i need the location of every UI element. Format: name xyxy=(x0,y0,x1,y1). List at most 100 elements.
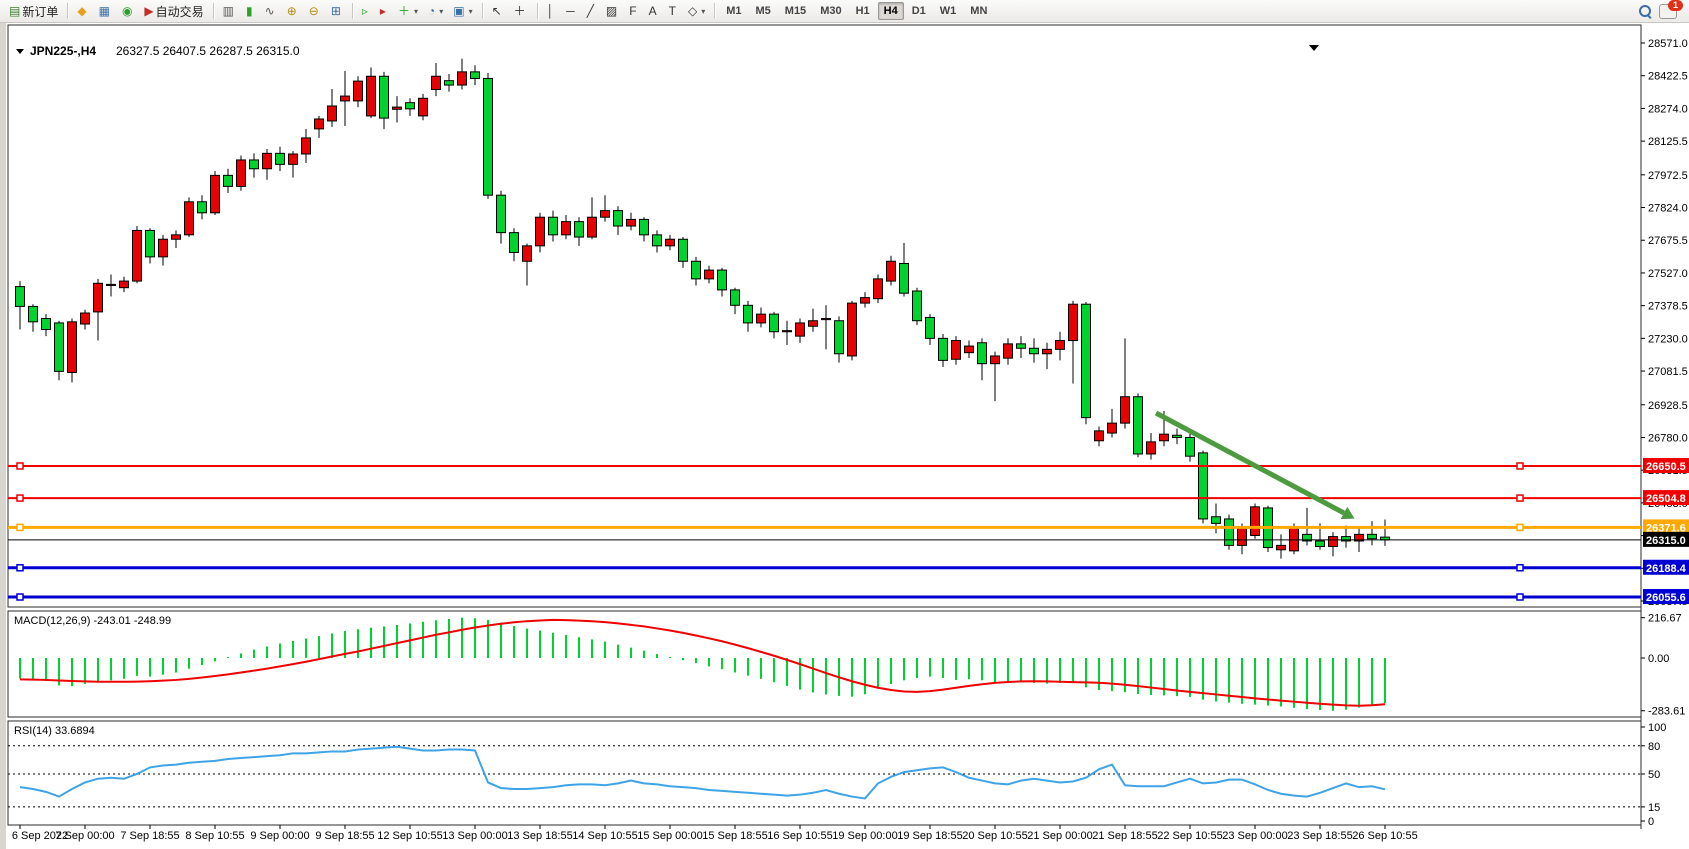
candle xyxy=(236,159,246,187)
price-tick-label: 27527.0 xyxy=(1648,268,1688,280)
candle xyxy=(1081,303,1091,419)
line-handle[interactable] xyxy=(1516,564,1524,572)
timeframe-h4-button[interactable]: H4 xyxy=(877,2,904,20)
timeframe-w1-button[interactable]: W1 xyxy=(939,5,957,17)
trend-arrow-line[interactable] xyxy=(1154,410,1346,516)
candle xyxy=(756,313,766,324)
timeframe-m5-button[interactable]: M5 xyxy=(755,5,771,17)
candle xyxy=(1341,536,1351,542)
market-watch-button[interactable]: ◆ xyxy=(73,1,92,21)
auto-scroll-button[interactable]: ▹ xyxy=(358,1,374,21)
candle xyxy=(171,234,181,240)
line-handle[interactable] xyxy=(1516,494,1524,502)
date-label: 9 Sep 00:00 xyxy=(250,830,309,842)
candle xyxy=(28,305,38,323)
templates-button[interactable]: ▣ ▾ xyxy=(449,1,476,21)
cursor-button[interactable]: ↖ xyxy=(488,1,508,21)
chart-shift-button[interactable]: ▸ xyxy=(376,1,392,21)
price-line-label: 26371.6 xyxy=(1646,522,1686,534)
line-handle[interactable] xyxy=(16,462,24,470)
crosshair-icon: ＋ xyxy=(513,4,526,18)
candle xyxy=(353,80,363,102)
timeframe-m1-button[interactable]: M1 xyxy=(726,5,742,17)
fibonacci-button[interactable]: F xyxy=(625,1,642,21)
timeframe-d1-button[interactable]: D1 xyxy=(911,5,926,17)
symbol-dropdown-icon[interactable] xyxy=(16,49,24,54)
vertical-line-button[interactable]: │ xyxy=(543,1,561,21)
line-handle[interactable] xyxy=(1516,523,1524,532)
candle xyxy=(496,194,506,234)
bars-chart-button[interactable]: ▥ xyxy=(219,1,240,21)
line-chart-button[interactable]: ∿ xyxy=(261,1,281,21)
candle xyxy=(938,337,948,361)
line-handle[interactable] xyxy=(1516,462,1524,470)
text-label-button[interactable]: T xyxy=(665,1,682,21)
line-handle[interactable] xyxy=(1516,593,1524,601)
line-handle[interactable] xyxy=(16,564,24,572)
trendline-button[interactable]: ╱ xyxy=(583,1,600,21)
candle xyxy=(652,234,662,247)
trend-arrow-head xyxy=(1340,506,1355,520)
candle xyxy=(327,105,337,122)
zoom-in-button[interactable]: ⊕ xyxy=(283,1,303,21)
new-order-button[interactable]: ▤ 新订单 xyxy=(5,1,62,21)
candle xyxy=(1354,533,1364,542)
candles-chart-button[interactable]: ▮ xyxy=(242,1,259,21)
date-label: 13 Sep 00:00 xyxy=(442,830,507,842)
cursor-icon: ↖ xyxy=(491,4,502,18)
candle xyxy=(730,289,740,306)
price-line-label: 26650.5 xyxy=(1646,461,1686,473)
candle xyxy=(691,260,701,280)
candle xyxy=(1328,536,1338,547)
zoom-out-button[interactable]: ⊖ xyxy=(305,1,325,21)
notification-badge: 1 xyxy=(1668,0,1683,11)
candle xyxy=(1198,452,1208,520)
line-handle[interactable] xyxy=(16,494,24,502)
candle xyxy=(964,345,974,354)
date-label: 22 Sep 10:55 xyxy=(1157,830,1222,842)
search-icon[interactable] xyxy=(1639,5,1652,19)
date-label: 9 Sep 18:55 xyxy=(315,830,374,842)
candle xyxy=(743,304,753,324)
line-handle[interactable] xyxy=(16,523,24,532)
channel-button[interactable]: ▨ xyxy=(602,1,623,21)
price-tick-label: 28571.0 xyxy=(1648,38,1688,50)
line-handle[interactable] xyxy=(16,593,24,601)
trendline-icon: ╱ xyxy=(586,4,594,18)
candle xyxy=(1172,434,1182,438)
timeframe-m15-button[interactable]: M15 xyxy=(784,5,807,17)
price-tick-label: 27230.0 xyxy=(1648,333,1688,345)
periods-button[interactable]: ◔ ▾ xyxy=(424,1,447,21)
tile-windows-button[interactable]: ⊞ xyxy=(327,1,347,21)
new-chart-button[interactable]: ＋ ▾ xyxy=(394,1,422,21)
chart-canvas[interactable]: 28571.0 28422.5 28274.0 28125.5 27972.5 27824… xyxy=(6,23,1689,849)
rsi-tick-label: 15 xyxy=(1648,802,1660,814)
chevron-down-icon: ▾ xyxy=(701,6,706,16)
text-button[interactable]: A xyxy=(645,1,663,21)
price-tick-label: 26780.0 xyxy=(1648,432,1688,444)
toolbar-separator xyxy=(536,3,538,19)
charts-button[interactable]: ▦ xyxy=(95,1,116,21)
autotrading-label: 自动交易 xyxy=(155,4,204,19)
chart-title-symbol: JPN225-,H4 xyxy=(30,44,96,58)
signals-button[interactable]: ◉ xyxy=(118,1,138,21)
timeframe-h1-button[interactable]: H1 xyxy=(855,5,870,17)
timeframe-m30-button[interactable]: M30 xyxy=(820,5,842,17)
toolbar-separator xyxy=(481,3,483,19)
timeframe-mn-button[interactable]: MN xyxy=(970,5,988,17)
main-panel[interactable] xyxy=(7,24,1642,608)
line-chart-icon: ∿ xyxy=(264,4,275,18)
macd-panel xyxy=(7,610,1642,718)
crosshair-button[interactable]: ＋ xyxy=(510,1,532,21)
date-label: 19 Sep 18:55 xyxy=(897,830,962,842)
candle xyxy=(665,238,675,247)
notifications-icon[interactable]: 1 xyxy=(1659,0,1683,19)
vertical-line-icon: │ xyxy=(546,4,555,18)
date-label: 16 Sep 10:55 xyxy=(767,830,832,842)
candle xyxy=(379,75,389,119)
shapes-button[interactable]: ◇ ▾ xyxy=(684,1,709,21)
chart-title-ohlc: 26327.5 26407.5 26287.5 26315.0 xyxy=(116,44,300,58)
horizontal-line-button[interactable]: ─ xyxy=(562,1,581,21)
candle xyxy=(340,95,350,102)
autotrading-button[interactable]: ▶ 自动交易 xyxy=(140,1,207,21)
